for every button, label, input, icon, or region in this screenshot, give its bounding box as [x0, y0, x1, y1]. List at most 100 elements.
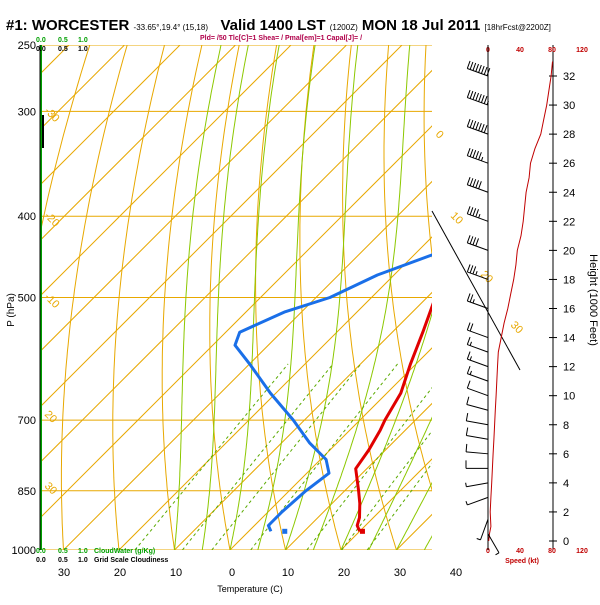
wind-barb-flag: [481, 66, 484, 74]
wind-barb-shaft: [467, 156, 488, 164]
dry-adiabat-label: -10: [42, 291, 62, 311]
wind-barb-half-flag: [466, 483, 467, 487]
cloudiness-label: Grid Scale Cloudiness: [94, 557, 168, 564]
wind-barb-half-flag: [477, 539, 481, 540]
height-tick-label: 12: [563, 362, 575, 374]
wind-barb-flag: [476, 209, 479, 217]
temperature-tick-label: 10: [282, 567, 294, 579]
wind-barb-flag: [473, 121, 476, 129]
cloudiness-scale-top-2: 1.0: [78, 46, 88, 53]
y-axis-label: P (hPa): [6, 293, 17, 327]
height-tick-label: 26: [563, 158, 575, 170]
cloudiness-scale-bottom-2: 1.0: [78, 557, 88, 564]
wind-barb-flag: [467, 177, 470, 185]
station-name: #1: WORCESTER: [6, 17, 129, 34]
valid-date: MON 18 Jul 2011: [362, 17, 480, 34]
wind-barb-half-flag: [473, 299, 474, 303]
wind-barb-flag: [467, 90, 470, 98]
dry-adiabat-label: 20: [42, 408, 59, 425]
cloud-water-scale-top-2: 1.0: [78, 37, 88, 44]
dry-adiabat-label: 30: [42, 480, 59, 497]
wind-barb-flag: [470, 324, 473, 332]
wind-barb-flag: [476, 180, 479, 188]
wind-barb-half-flag: [479, 214, 480, 218]
pressure-tick-label: 400: [18, 211, 36, 223]
wind-barb-flag: [470, 178, 473, 186]
wind-barb-flag: [467, 61, 470, 69]
dry-adiabat: [162, 30, 205, 568]
wind-barb-flag: [481, 124, 484, 132]
wind-barb-flag: [476, 151, 479, 159]
moist-adiabat: [202, 30, 251, 550]
dry-adiabat-label: -30: [42, 105, 62, 125]
height-tick-label: 16: [563, 304, 575, 316]
pressure-tick-label: 250: [18, 40, 36, 52]
valid-zulu: (1200Z): [330, 23, 358, 32]
wind-barb-half-flag: [476, 271, 477, 275]
temperature-tick-label: 20: [338, 567, 350, 579]
wind-barb-half-flag: [470, 342, 471, 346]
temperature-profile-line: [356, 59, 507, 531]
temperature-tick-label: 30: [58, 567, 70, 579]
moist-adiabat: [175, 30, 225, 550]
pressure-tick-label: 500: [18, 293, 36, 305]
wind-barb-flag: [467, 235, 470, 243]
wind-barb-flag: [470, 236, 473, 244]
right-boundary-line: [432, 211, 520, 370]
height-tick-label: 30: [563, 100, 575, 112]
wind-barb-flag: [470, 91, 473, 99]
wind-barb-flag: [466, 413, 467, 421]
wind-barb-flag: [479, 181, 482, 189]
wind-barb-flag: [467, 337, 470, 345]
wind-barb-flag: [484, 96, 487, 104]
cloud-water-scale-top-1: 0.5: [58, 37, 68, 44]
wind-barb-flag: [470, 294, 473, 302]
valid-time: Valid 1400 LST: [221, 17, 326, 34]
wind-barb-flag: [467, 119, 470, 127]
x-axis-label: Temperature (C): [217, 584, 283, 594]
pressure-tick-label: 700: [18, 415, 36, 427]
wind-barb-flag: [467, 293, 470, 301]
wind-barb-flag: [473, 92, 476, 100]
wind-barb-flag: [466, 428, 467, 436]
speed-axis-label: Speed (kt): [505, 558, 539, 565]
wind-barb-shaft: [467, 243, 488, 251]
cloud-water-scale-top-0: 0.0: [36, 37, 46, 44]
cloud-water-scale-bottom-2: 1.0: [78, 548, 88, 555]
height-tick-label: 28: [563, 129, 575, 141]
isotherm-line: [508, 45, 600, 550]
wind-speed-line: [489, 62, 553, 542]
moist-adiabat: [369, 30, 550, 550]
wind-barb-flag: [484, 125, 487, 133]
cloud-water-scale-bottom-0: 0.0: [36, 548, 46, 555]
temperature-tick-label: 30: [394, 567, 406, 579]
wind-barb-half-flag: [481, 157, 482, 161]
height-tick-label: 14: [563, 333, 575, 345]
height-tick-label: 20: [563, 245, 575, 257]
height-tick-label: 24: [563, 187, 575, 199]
wind-barb-flag: [484, 67, 487, 75]
cloudiness-scale-top-0: 0.0: [36, 46, 46, 53]
wind-barb-flag: [473, 266, 476, 274]
temperature-tick-label: 20: [114, 567, 126, 579]
station-coords: -33.65°,19.4° (15,18): [134, 23, 208, 32]
wind-barb-shaft: [480, 519, 488, 540]
wind-barb-shaft: [466, 483, 488, 487]
speed-tick-bottom: 80: [548, 548, 556, 555]
wind-barb-flag: [470, 207, 473, 215]
pressure-tick-label: 850: [18, 486, 36, 498]
height-tick-label: 10: [563, 391, 575, 403]
wind-barb-flag: [467, 264, 470, 272]
speed-tick-bottom: 40: [516, 548, 524, 555]
wind-barb-flag: [467, 352, 470, 360]
cloudiness-scale-bottom-0: 0.0: [36, 557, 46, 564]
height-tick-label: 0: [563, 536, 569, 548]
height-tick-label: 2: [563, 507, 569, 519]
cloud-water-scale-bottom-1: 0.5: [58, 548, 68, 555]
wind-barb-half-flag: [470, 356, 471, 360]
wind-barb-flag: [476, 64, 479, 72]
wind-barb-shaft: [467, 497, 488, 505]
isotherm-line: [452, 45, 600, 550]
wind-barb-flag: [473, 150, 476, 158]
